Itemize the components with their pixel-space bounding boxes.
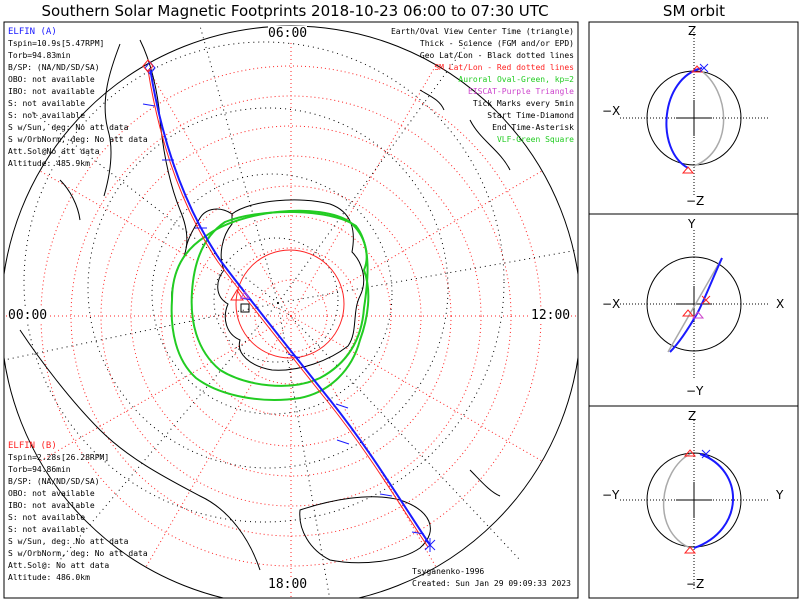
orbit2-right-label: X: [776, 297, 785, 311]
pole-box: [240, 303, 250, 313]
start-diamond-b: [142, 59, 154, 73]
map-legend: Earth/Oval View Center Time (triangle) Th…: [391, 26, 574, 146]
sm-longitude-lines: [4, 26, 578, 598]
elfin-b-info-line: S w/Sun, deg: No att data: [8, 537, 129, 546]
elfin-b-info-line: Att.Sol@: No att data: [8, 561, 110, 570]
elfin-b-info-line: Altitude: 486.0km: [8, 573, 90, 582]
legend-entry: Geo Lat/Lon - Black dotted lines: [419, 51, 574, 60]
elfin-a-info-line: Tspin=10.9s[5.47RPM]: [8, 39, 105, 48]
sm-inner-circle: [235, 249, 345, 359]
elfin-a-info-line: S w/OrbNorm, deg: No att data: [8, 135, 148, 144]
orbit-title: SM orbit: [662, 2, 726, 20]
legend-entry: Tick Marks every 5min: [472, 99, 574, 108]
orbit3-bottom-label: −Z: [686, 577, 705, 591]
orbit-panel-2: [620, 230, 770, 380]
time-label-bottom: 18:00: [268, 577, 308, 592]
geo-latitude-circles: [23, 41, 505, 523]
auroral-oval-outer: [170, 209, 370, 401]
legend-entry: Earth/Oval View Center Time (triangle): [390, 27, 574, 36]
orbit3-top-label: Z: [688, 409, 697, 423]
elfin-b-info-line: S: not available: [8, 513, 86, 522]
legend-entry: SM Lat/Lon - Red dotted lines: [434, 63, 574, 72]
orbit1-left-label: −X: [602, 104, 621, 118]
legend-entry: Start Time-Diamond: [487, 111, 574, 120]
orbit1-top-label: Z: [688, 24, 697, 38]
elfin-a-info-line: S: not available: [8, 99, 86, 108]
elfin-a-info-line: S w/Sun, deg: No att data: [8, 123, 129, 132]
elfin-b-info-line: Torb=94.86min: [8, 465, 71, 474]
orbit2-left-label: −X: [602, 297, 621, 311]
orbit-frame: [588, 21, 799, 599]
elfin-a-name: ELFIN (A): [8, 27, 57, 37]
time-label-right: 12:00: [531, 308, 571, 323]
orbit3-left-label: −Y: [602, 488, 620, 502]
view-center-triangle: [230, 289, 244, 301]
elfin-a-info-line: OBO: not available: [8, 75, 95, 84]
elfin-b-track: [147, 69, 429, 548]
elfin-b-info-line: B/SP: (NA/ND/SD/SA): [8, 477, 100, 486]
legend-entry: Auroral Oval-Green, kp=2: [458, 75, 574, 84]
elfin-a-info-line: Torb=94.83min: [8, 51, 71, 60]
orbit-panel-3: [620, 420, 770, 590]
time-label-top: 06:00: [268, 26, 308, 41]
orbit2-top-label: Y: [688, 217, 696, 231]
elfin-a-info-line: IBO: not available: [8, 87, 95, 96]
elfin-b-info-line: IBO: not available: [8, 501, 95, 510]
eiscat-triangle: [240, 291, 250, 299]
time-label-left: 00:00: [8, 308, 48, 323]
elfin-a-info-line: Att.Sol@No att data: [8, 147, 100, 156]
credits-created: Created: Sun Jan 29 09:09:33 2023: [412, 579, 571, 588]
elfin-b-name: ELFIN (B): [8, 441, 57, 451]
end-asterisk: [424, 538, 436, 552]
orbit2-bottom-label: −Y: [686, 384, 704, 398]
credits-author: Tsyganenko-1996: [412, 567, 485, 576]
elfin-b-info-line: S: not available: [8, 525, 86, 534]
track-tick-marks: [142, 103, 425, 535]
elfin-a-info-line: B/SP: (NA/ND/SD/SA): [8, 63, 100, 72]
legend-entry: VLF-Green Square: [496, 135, 574, 144]
page-title: Southern Solar Magnetic Footprints 2018-…: [41, 2, 549, 20]
elfin-b-info-line: Tspin=2.28s[26.28RPM]: [8, 453, 110, 462]
geo-longitude-lines: [4, 25, 578, 598]
orbit1-bottom-label: −Z: [686, 194, 705, 208]
elfin-a-info: ELFIN (A) Tspin=10.9s[5.47RPM] Torb=94.83…: [8, 26, 148, 170]
legend-entry: End Time-Asterisk: [492, 123, 574, 132]
orbit-panel-1: [620, 32, 770, 196]
map-frame: [3, 21, 579, 599]
elfin-b-info-line: S w/OrbNorm, deg: No att data: [8, 549, 148, 558]
elfin-a-info-line: S: not available: [8, 111, 86, 120]
legend-entry: EISCAT-Purple Triangle: [468, 87, 574, 96]
elfin-a-info-line: Altitude: 485.9km: [8, 159, 90, 168]
elfin-b-info-line: OBO: not available: [8, 489, 95, 498]
elfin-b-info: ELFIN (B) Tspin=2.28s[26.28RPM] Torb=94.8…: [8, 440, 148, 584]
legend-entry: Thick - Science (FGM and/or EPD): [419, 39, 574, 48]
orbit3-right-label: Y: [776, 488, 784, 502]
